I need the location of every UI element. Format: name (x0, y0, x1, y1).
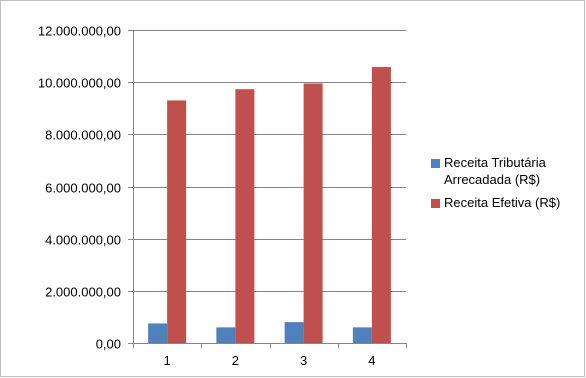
bar-series2-cat-3 (303, 83, 323, 344)
x-tick-label-2: 2 (232, 353, 239, 368)
bar-series2-cat-1 (167, 100, 187, 343)
y-tick-label-5: 10.000.000,00 (38, 76, 121, 91)
legend-item-series-1: Receita Tributária Arrecadada (R$) (431, 154, 581, 188)
legend-label-series-1: Receita Tributária Arrecadada (R$) (444, 155, 546, 187)
y-tick-label-4: 8.000.000,00 (45, 128, 121, 143)
legend-item-series-2: Receita Efetiva (R$) (431, 194, 581, 211)
y-tick-label-1: 2.000.000,00 (45, 285, 121, 300)
y-tick-label-3: 6.000.000,00 (45, 181, 121, 196)
bar-series2-cat-4 (371, 67, 391, 343)
bar-series1-cat-4 (352, 327, 372, 343)
y-tick-label-6: 12.000.000,00 (38, 24, 121, 39)
bars (148, 67, 391, 344)
tick-labels: 0,00 2.000.000,00 4.000.000,00 6.000.000,00… (38, 24, 376, 369)
bar-series2-cat-2 (235, 89, 255, 343)
legend-swatch-red (431, 199, 440, 208)
x-tick-label-1: 1 (164, 353, 171, 368)
axes (128, 30, 407, 348)
y-tick-label-2: 4.000.000,00 (45, 233, 121, 248)
legend-label-series-2: Receita Efetiva (R$) (444, 195, 561, 210)
bar-series1-cat-1 (148, 323, 168, 343)
x-tick-label-3: 3 (300, 353, 307, 368)
bar-series1-cat-3 (284, 322, 304, 343)
y-tick-label-0: 0,00 (96, 337, 121, 352)
legend-swatch-blue (431, 159, 440, 168)
bar-series1-cat-2 (216, 327, 236, 343)
x-tick-label-4: 4 (368, 353, 375, 368)
legend: Receita Tributária Arrecadada (R$) Recei… (431, 154, 581, 217)
